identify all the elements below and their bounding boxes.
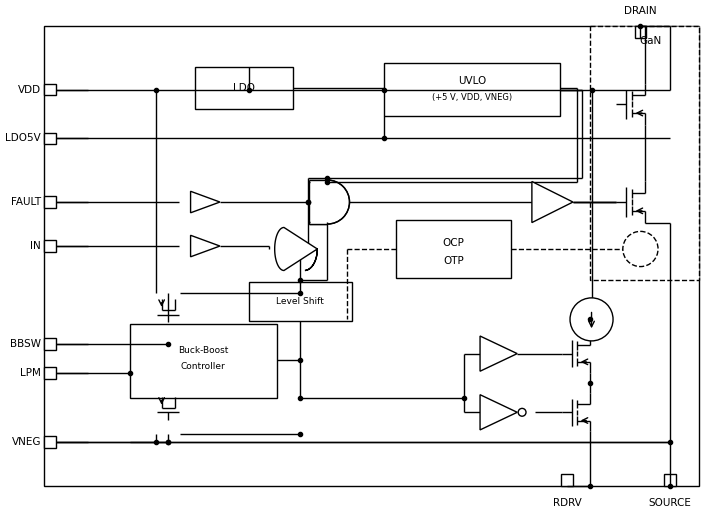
Bar: [130, 324, 277, 398]
Text: OTP: OTP: [443, 256, 464, 266]
Circle shape: [570, 298, 613, 341]
Bar: [44, 240, 56, 252]
Polygon shape: [480, 336, 517, 371]
Text: LDO5V: LDO5V: [5, 133, 41, 144]
Bar: [44, 367, 56, 379]
Circle shape: [518, 408, 526, 416]
Text: VDD: VDD: [18, 84, 41, 95]
Circle shape: [623, 231, 658, 267]
Text: LDO: LDO: [234, 82, 255, 93]
Text: DRAIN: DRAIN: [624, 6, 656, 16]
Text: VNEG: VNEG: [12, 437, 41, 447]
Bar: [44, 132, 56, 144]
Text: GaN: GaN: [639, 36, 662, 46]
Polygon shape: [480, 394, 517, 430]
Bar: [561, 474, 573, 486]
Text: (+5 V, VDD, VNEG): (+5 V, VDD, VNEG): [432, 93, 513, 102]
Bar: [44, 338, 56, 350]
Bar: [44, 196, 56, 208]
Bar: [664, 474, 676, 486]
Bar: [44, 84, 56, 95]
Bar: [635, 26, 646, 38]
Text: BBSW: BBSW: [10, 339, 41, 349]
Bar: [249, 282, 352, 321]
Text: IN: IN: [30, 241, 41, 251]
Text: OCP: OCP: [442, 238, 465, 248]
Text: SOURCE: SOURCE: [649, 499, 691, 508]
Bar: [589, 26, 699, 280]
Bar: [396, 219, 511, 278]
Text: LPM: LPM: [20, 368, 41, 378]
Bar: [384, 63, 560, 116]
Text: Level Shift: Level Shift: [276, 297, 324, 306]
Text: Controller: Controller: [181, 362, 226, 371]
Text: UVLO: UVLO: [458, 76, 487, 86]
Polygon shape: [275, 228, 317, 270]
Polygon shape: [191, 235, 220, 257]
Bar: [195, 67, 294, 109]
Polygon shape: [191, 191, 220, 213]
Polygon shape: [532, 181, 573, 222]
Bar: [309, 180, 346, 224]
Bar: [44, 436, 56, 448]
Text: Buck-Boost: Buck-Boost: [178, 346, 228, 355]
Text: RDRV: RDRV: [552, 499, 581, 508]
Text: FAULT: FAULT: [11, 197, 41, 207]
